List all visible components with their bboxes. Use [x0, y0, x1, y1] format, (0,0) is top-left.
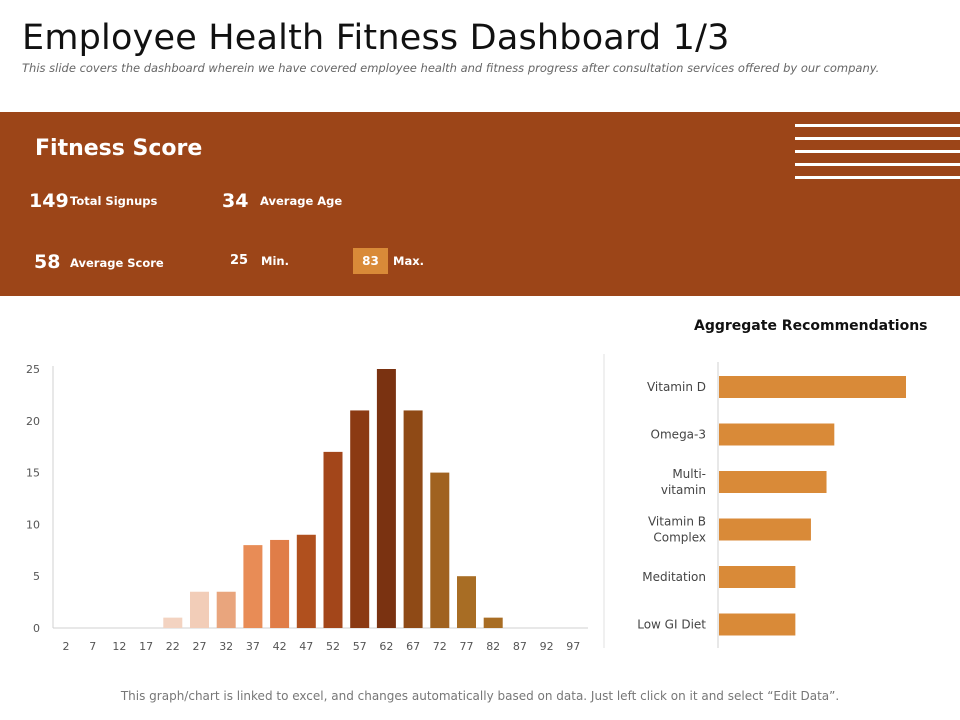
x-tick-label: 27: [193, 640, 207, 653]
recommendation-bar[interactable]: [719, 376, 906, 398]
stripe-line: [795, 137, 960, 140]
recommendations-chart[interactable]: Vitamin D Omega-3 Multi-vitamin Vitamin B Co…: [600, 350, 960, 660]
x-tick-label: 2: [63, 640, 70, 653]
histogram-bar[interactable]: [270, 539, 290, 628]
total-signups-label: Total Signups: [70, 194, 158, 208]
x-tick-label: 62: [379, 640, 393, 653]
stripe-line: [795, 124, 960, 127]
x-tick-label: 47: [299, 640, 313, 653]
min-score-label: Min.: [261, 254, 289, 268]
category-label: Complex: [653, 531, 706, 545]
x-tick-label: 17: [139, 640, 153, 653]
y-tick-label: 15: [26, 467, 40, 480]
histogram-bar[interactable]: [376, 369, 396, 628]
fitness-score-band: [0, 112, 960, 296]
y-tick-label: 0: [33, 622, 40, 635]
x-tick-label: 52: [326, 640, 340, 653]
page-subtitle: This slide covers the dashboard wherein …: [22, 61, 880, 75]
x-tick-label: 22: [166, 640, 180, 653]
histogram-bar[interactable]: [296, 534, 316, 628]
max-score-value: 83: [353, 248, 388, 274]
category-label: Omega-3: [651, 428, 706, 442]
x-tick-label: 72: [433, 640, 447, 653]
stripe-line: [795, 150, 960, 153]
category-label: Meditation: [642, 570, 706, 584]
recommendations-title: Aggregate Recommendations: [694, 318, 928, 334]
recommendation-bar[interactable]: [719, 518, 811, 541]
histogram-bar[interactable]: [403, 410, 423, 628]
total-signups-value: 149: [29, 190, 69, 212]
x-tick-label: 57: [353, 640, 367, 653]
recommendation-bar[interactable]: [719, 566, 796, 588]
recommendation-bar[interactable]: [719, 471, 827, 493]
y-tick-label: 25: [26, 363, 40, 376]
decorative-stripes: [795, 124, 960, 189]
y-tick-label: 10: [26, 518, 40, 531]
x-tick-label: 87: [513, 640, 527, 653]
y-tick-label: 20: [26, 415, 40, 428]
average-score-label: Average Score: [70, 256, 164, 270]
min-score-value: 25: [230, 253, 249, 268]
recommendation-bar[interactable]: [719, 423, 835, 446]
x-tick-label: 12: [112, 640, 126, 653]
x-tick-label: 82: [486, 640, 500, 653]
x-tick-label: 77: [460, 640, 474, 653]
y-tick-label: 5: [33, 570, 40, 583]
x-tick-label: 42: [273, 640, 287, 653]
x-tick-label: 67: [406, 640, 420, 653]
average-score-value: 58: [34, 251, 61, 273]
histogram-bar[interactable]: [483, 617, 503, 628]
x-tick-label: 37: [246, 640, 260, 653]
histogram-bar[interactable]: [457, 576, 476, 628]
histogram-bar[interactable]: [216, 591, 236, 628]
x-tick-label: 7: [89, 640, 96, 653]
x-tick-label: 92: [540, 640, 554, 653]
stripe-line: [795, 163, 960, 166]
histogram-bar[interactable]: [350, 410, 370, 628]
category-label: vitamin: [661, 483, 706, 497]
fitness-score-title: Fitness Score: [35, 136, 203, 161]
stripe-line: [795, 176, 960, 179]
average-age-label: Average Age: [260, 194, 343, 208]
footer-note: This graph/chart is linked to excel, and…: [120, 689, 840, 703]
histogram-bar[interactable]: [323, 451, 343, 628]
histogram-bar[interactable]: [430, 472, 450, 628]
category-label: Vitamin B: [648, 515, 706, 529]
x-tick-label: 32: [219, 640, 233, 653]
category-label: Multi-: [672, 467, 706, 481]
x-tick-label: 97: [566, 640, 580, 653]
category-label: Vitamin D: [647, 380, 706, 394]
page-title: Employee Health Fitness Dashboard 1/3: [22, 18, 730, 58]
recommendation-bar[interactable]: [719, 613, 796, 636]
histogram-bar[interactable]: [163, 617, 183, 628]
category-label: Low GI Diet: [637, 618, 706, 632]
histogram-bar[interactable]: [190, 591, 209, 628]
max-score-label: Max.: [393, 254, 424, 268]
average-age-value: 34: [222, 190, 249, 212]
histogram-bar[interactable]: [243, 545, 263, 628]
